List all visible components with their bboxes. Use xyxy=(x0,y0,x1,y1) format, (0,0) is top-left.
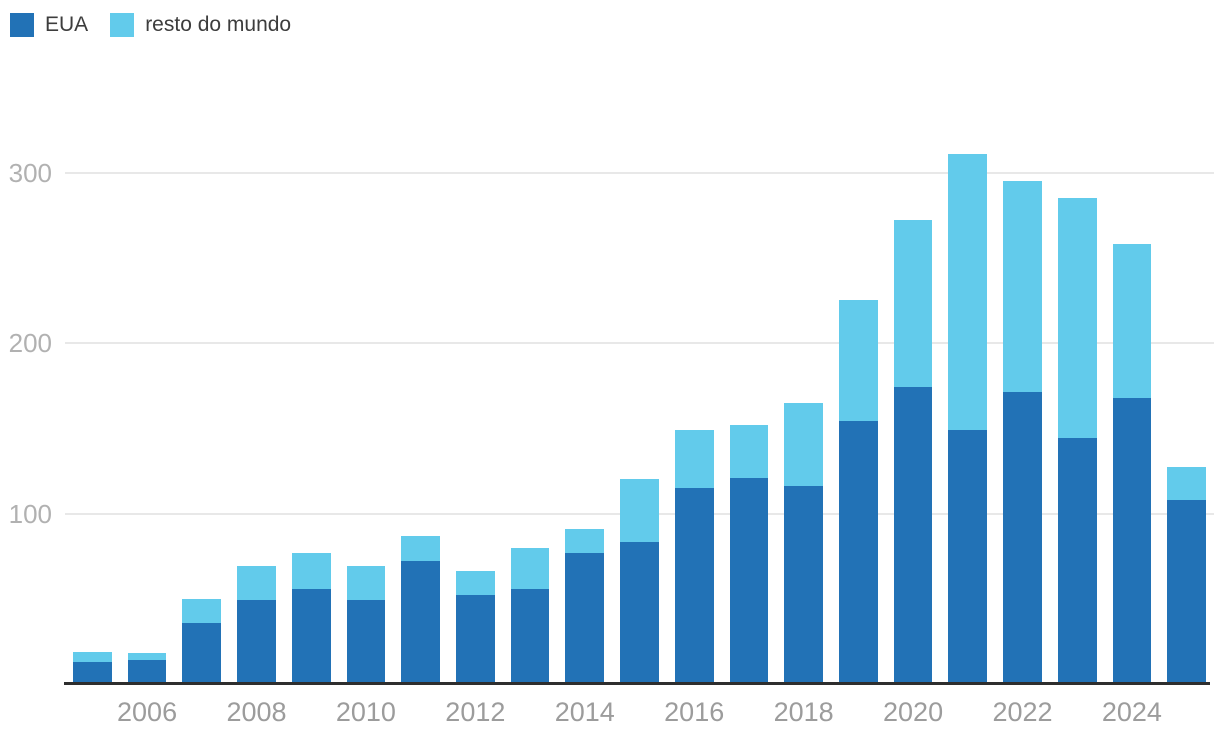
x-axis-label-2012: 2012 xyxy=(445,697,506,727)
bar-2008-eua[interactable] xyxy=(237,600,276,684)
bar-2006-resto-do-mundo[interactable] xyxy=(127,653,167,661)
bar-2016-eua[interactable] xyxy=(674,487,714,684)
bar-2005-eua[interactable] xyxy=(73,661,112,684)
bar-2009-eua[interactable] xyxy=(291,588,331,684)
bar-2009-resto-do-mundo[interactable] xyxy=(291,552,331,589)
bar-2017-resto-do-mundo[interactable] xyxy=(729,424,769,478)
x-axis-label-2016: 2016 xyxy=(664,697,725,727)
bar-2013-eua[interactable] xyxy=(510,588,550,684)
bar-2020-eua[interactable] xyxy=(893,387,933,684)
bar-2024-eua[interactable] xyxy=(1112,397,1152,684)
bar-2011-eua[interactable] xyxy=(401,561,440,684)
bar-2007-eua[interactable] xyxy=(182,622,222,684)
bar-2012-resto-do-mundo[interactable] xyxy=(456,571,495,596)
bar-2022-resto-do-mundo[interactable] xyxy=(1003,181,1042,393)
bar-2019-eua[interactable] xyxy=(839,421,878,684)
bar-2013-resto-do-mundo[interactable] xyxy=(510,547,550,589)
bar-2018-eua[interactable] xyxy=(784,486,823,684)
bar-2021-eua[interactable] xyxy=(948,429,988,684)
bar-2014-eua[interactable] xyxy=(565,552,605,684)
bar-2024-resto-do-mundo[interactable] xyxy=(1112,244,1152,398)
bar-2023-resto-do-mundo[interactable] xyxy=(1057,198,1097,439)
legend-label-resto-do-mundo: resto do mundo xyxy=(145,13,292,36)
bar-2025-resto-do-mundo[interactable] xyxy=(1167,467,1206,500)
x-axis-label-2022: 2022 xyxy=(992,697,1053,727)
bar-2011-resto-do-mundo[interactable] xyxy=(401,535,440,562)
legend-label-eua: EUA xyxy=(45,13,89,36)
x-axis-label-2018: 2018 xyxy=(773,697,834,727)
legend-item-eua: EUA xyxy=(10,13,88,37)
bar-2006-eua[interactable] xyxy=(127,660,167,684)
x-axis-label-2014: 2014 xyxy=(554,697,615,727)
bar-2014-resto-do-mundo[interactable] xyxy=(565,528,605,553)
legend-swatch-resto-do-mundo xyxy=(110,13,135,37)
bar-2017-eua[interactable] xyxy=(729,477,769,684)
bar-2025-eua[interactable] xyxy=(1167,499,1206,684)
x-axis-label-2010: 2010 xyxy=(335,697,396,727)
x-axis-label-2024: 2024 xyxy=(1101,697,1162,727)
bar-2007-resto-do-mundo[interactable] xyxy=(182,598,222,623)
bar-2010-eua[interactable] xyxy=(346,600,386,684)
y-axis-label-300: 300 xyxy=(8,157,52,188)
x-axis-label-2020: 2020 xyxy=(883,697,944,727)
gridline-300 xyxy=(65,171,1214,174)
gridline-200 xyxy=(65,342,1214,344)
x-axis-label-2008: 2008 xyxy=(226,697,287,727)
bar-2010-resto-do-mundo[interactable] xyxy=(346,566,386,601)
bar-2018-resto-do-mundo[interactable] xyxy=(784,402,823,487)
bar-2015-resto-do-mundo[interactable] xyxy=(620,479,659,543)
bar-2012-eua[interactable] xyxy=(456,595,495,684)
y-axis-label-100: 100 xyxy=(8,498,52,529)
bar-2019-resto-do-mundo[interactable] xyxy=(839,300,878,422)
bar-2023-eua[interactable] xyxy=(1057,438,1097,684)
bar-2021-resto-do-mundo[interactable] xyxy=(948,153,988,430)
bar-2022-eua[interactable] xyxy=(1003,392,1042,684)
x-axis-line xyxy=(64,682,1210,685)
bar-2015-eua[interactable] xyxy=(620,542,659,684)
legend-swatch-eua xyxy=(10,13,34,37)
bar-2008-resto-do-mundo[interactable] xyxy=(237,566,276,601)
bar-2005-resto-do-mundo[interactable] xyxy=(73,651,112,662)
bar-2020-resto-do-mundo[interactable] xyxy=(893,220,933,388)
bar-2016-resto-do-mundo[interactable] xyxy=(674,429,714,488)
legend-item-resto-do-mundo: resto do mundo xyxy=(110,13,291,37)
x-axis-label-2006: 2006 xyxy=(117,697,178,727)
y-axis-label-200: 200 xyxy=(8,328,52,358)
legend: EUA resto do mundo xyxy=(10,13,291,37)
